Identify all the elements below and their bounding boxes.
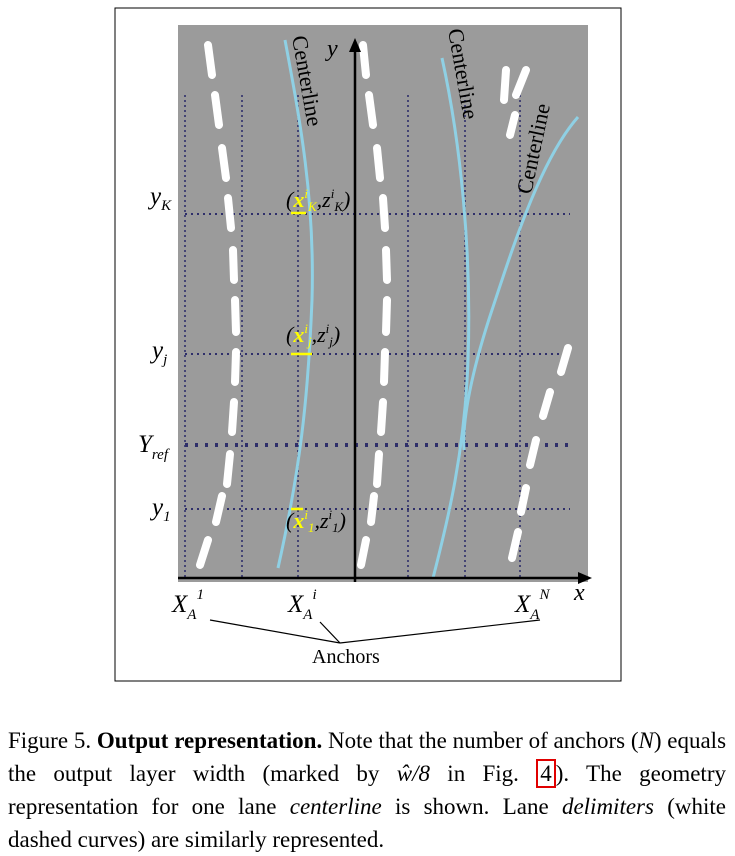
caption-text-2: ) equals the output layer width (marked … (8, 728, 727, 786)
point-labels: (xiK,ziK) (xij,zij) (xi1,zi1) (286, 186, 350, 535)
anchor-label-i: XAi (287, 587, 317, 623)
caption-text-6: (white dashed curves) are similarly repr… (8, 794, 726, 852)
centerlines (276, 39, 580, 579)
caption-text-1: Note that the number of anchors ( (322, 728, 639, 753)
anchors-label: Anchors (312, 646, 380, 668)
anchor-label-1: XA1 (171, 587, 204, 623)
vertical-grid-lines (184, 95, 521, 578)
lane-delimiters (196, 41, 572, 569)
caption-text-4: ). The geometry representation for one l… (8, 761, 726, 819)
caption-delimiters: delimiters (561, 794, 654, 819)
y-label-yref: Yref (138, 431, 170, 463)
y-label-yj: yj (149, 337, 167, 368)
caption-centerline: centerline (289, 794, 382, 819)
figure-5: y x Centerline Centerline Centerline yK … (114, 7, 622, 682)
y-axis-label: y (325, 36, 338, 62)
y-tick-labels: yK yj Yref y1 (138, 183, 172, 525)
x-axis-label: x (573, 580, 585, 606)
horizontal-grid-lines (185, 213, 570, 510)
highlight-marks (291, 211, 312, 511)
caption-text-5: is shown. Lane (381, 794, 562, 819)
point-label-K: (xiK,ziK) (286, 186, 350, 214)
caption-title: Output representation. (96, 728, 323, 753)
figure-caption: Figure 5. Output representation. Note th… (8, 724, 726, 856)
anchor-labels: XA1 XAi XAN (171, 587, 550, 623)
fig-ref-link[interactable]: 4 (536, 759, 556, 788)
y-label-y1: y1 (149, 494, 171, 525)
anchor-connectors (209, 619, 541, 644)
caption-text-3: in Fig. (429, 761, 537, 786)
y-label-yK: yK (147, 183, 172, 214)
caption-N: N (638, 728, 654, 753)
axes (178, 38, 592, 584)
point-label-j: (xij,zij) (286, 321, 340, 349)
caption-w-expr: ŵ/8 (396, 761, 430, 786)
anchor-label-N: XAN (514, 587, 550, 623)
caption-fig-label: Figure 5. (8, 728, 92, 753)
